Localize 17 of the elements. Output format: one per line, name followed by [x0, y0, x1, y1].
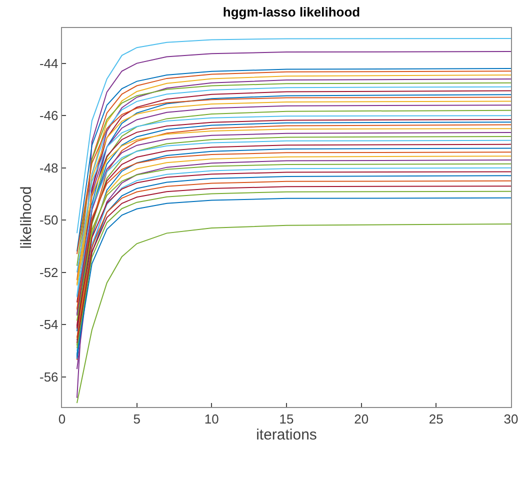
y-tick-label: -46: [40, 108, 58, 124]
x-tick-label: 10: [204, 412, 219, 427]
x-tick-label: 15: [279, 412, 294, 427]
x-tick-label: 5: [133, 412, 140, 427]
x-axis-title: iterations: [256, 426, 317, 444]
x-tick-label: 30: [504, 412, 518, 427]
y-tick-label: -50: [40, 212, 58, 228]
x-tick-label: 20: [354, 412, 369, 427]
y-tick-label: -44: [40, 56, 58, 71]
chart-title: hggm-lasso likelihood: [222, 4, 360, 20]
y-axis-title: likelihood: [18, 186, 35, 249]
x-tick-label: 0: [58, 412, 66, 427]
y-tick-label: -56: [40, 369, 58, 384]
y-tick-label: -52: [40, 264, 58, 280]
y-tick-label: -54: [40, 317, 58, 332]
y-tick-label: -48: [40, 160, 58, 176]
x-tick-label: 25: [428, 412, 444, 427]
